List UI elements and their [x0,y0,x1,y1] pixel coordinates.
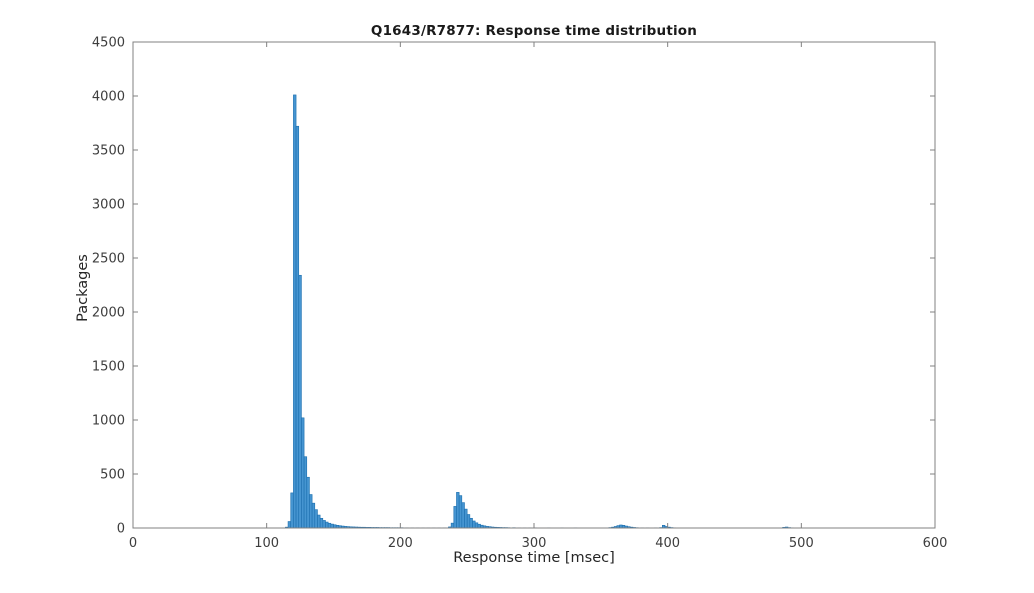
histogram-bar [450,522,455,529]
histogram-bar [472,520,476,529]
x-tick-label: 0 [129,536,137,551]
histogram-bar [456,492,460,529]
histogram-bar [298,274,302,529]
histogram-bar [317,514,321,529]
histogram-bar [464,508,468,529]
y-axis-label: Packages [75,254,91,322]
histogram-bar [474,522,479,529]
histogram-bar [322,520,326,529]
y-tick-label: 3000 [92,198,125,213]
y-tick-label: 500 [100,468,125,483]
y-tick-label: 4000 [92,90,125,105]
x-tick-label: 400 [655,536,680,551]
x-tick-label: 300 [522,536,547,551]
histogram-bar [311,502,316,529]
x-tick-label: 500 [789,536,814,551]
axes-box [132,41,936,529]
y-tick-label: 4500 [92,36,125,51]
histogram-bar [458,495,463,529]
histogram-bar [314,509,318,529]
histogram-bar [295,125,300,529]
chart-title: Q1643/R7877: Response time distribution [370,23,698,39]
y-tick-label: 1500 [92,360,125,375]
histogram-bar [461,502,465,529]
histogram-bar [303,456,308,529]
histogram-bar [309,494,313,529]
x-axis-label: Response time [msec] [453,550,615,566]
histogram-bar [319,517,324,529]
histogram-bar [306,476,310,529]
y-tick-label: 0 [117,522,125,537]
y-tick-label: 2000 [92,306,125,321]
histogram-bar [287,521,292,529]
x-tick-label: 100 [254,536,279,551]
x-tick-label: 200 [388,536,413,551]
histogram-bar [301,417,305,529]
histogram-bar [293,94,297,529]
y-tick-label: 3500 [92,144,125,159]
histogram-bar [477,523,481,529]
y-tick-label: 2500 [92,252,125,267]
y-tick-label: 1000 [92,414,125,429]
histogram-bar [453,506,457,529]
histogram-bar [330,523,334,529]
histogram-bar [466,514,471,529]
histogram-bar [290,492,294,529]
histogram-bar [469,517,473,529]
histogram-bar [327,522,332,529]
histogram-bar [325,521,329,529]
x-tick-label: 600 [923,536,948,551]
